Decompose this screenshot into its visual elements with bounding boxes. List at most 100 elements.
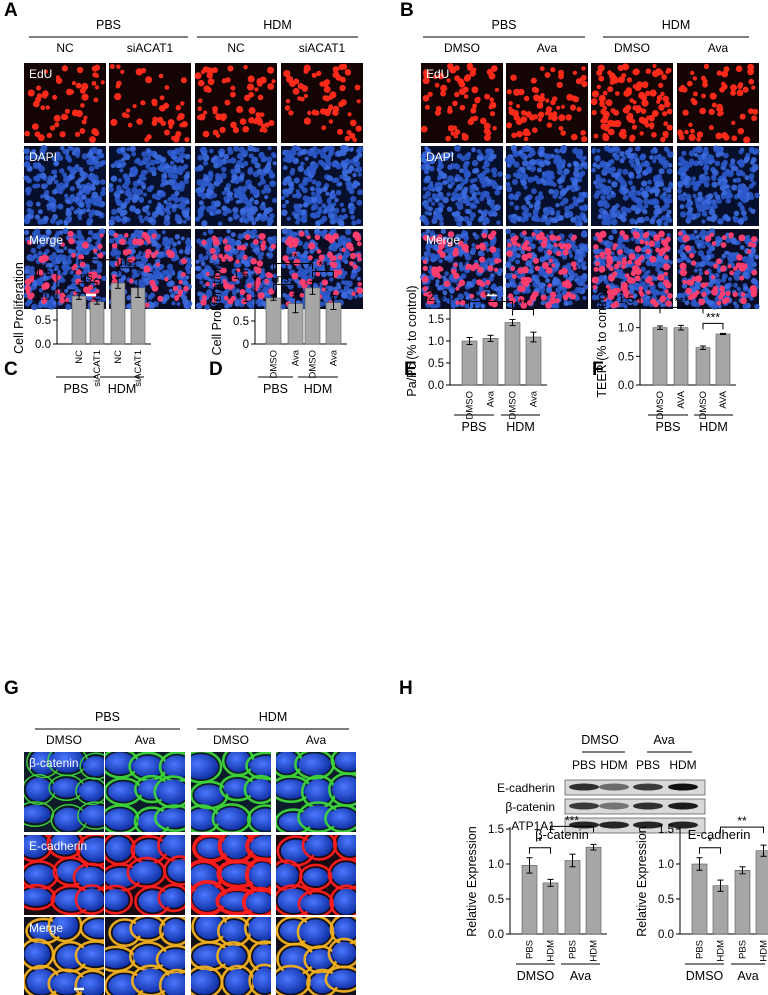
nucleus-dot xyxy=(58,182,65,189)
nucleus-dot xyxy=(343,253,349,259)
edu-positive-dot xyxy=(522,129,529,137)
nucleus-dot xyxy=(94,155,100,161)
edu-positive-dot xyxy=(201,239,207,246)
nucleus-dot xyxy=(80,283,85,288)
nucleus-dot xyxy=(213,162,220,169)
nucleus-dot xyxy=(694,152,699,157)
nucleus-dot xyxy=(737,183,745,191)
edu-positive-dot xyxy=(129,278,134,284)
nucleus-dot xyxy=(350,274,356,280)
nucleus-dot xyxy=(252,171,260,178)
nucleus-dot xyxy=(239,191,244,196)
nucleus-dot xyxy=(309,165,316,173)
edu-positive-dot xyxy=(316,249,322,254)
edu-positive-dot xyxy=(617,249,624,255)
nucleus-dot xyxy=(129,145,136,152)
nucleus-dot xyxy=(582,295,587,301)
edu-positive-dot xyxy=(621,257,627,263)
nucleus-dot xyxy=(302,195,309,202)
nucleus-dot xyxy=(567,162,572,168)
nucleus-dot xyxy=(136,178,142,184)
nucleus-dot xyxy=(298,240,304,246)
edu-positive-dot xyxy=(570,261,577,267)
edu-positive-dot xyxy=(688,122,693,128)
panel-letter-d: D xyxy=(209,359,223,380)
nucleus-dot xyxy=(620,179,627,187)
edu-positive-dot xyxy=(602,90,608,96)
nucleus-dot xyxy=(43,215,49,222)
nucleus xyxy=(332,776,356,803)
nucleus-dot xyxy=(478,152,484,157)
edu-positive-dot xyxy=(521,110,527,116)
edu-positive-dot xyxy=(119,238,126,245)
nucleus-dot xyxy=(606,194,612,200)
nucleus-dot xyxy=(174,190,180,196)
nucleus-dot xyxy=(26,191,31,196)
edu-positive-dot xyxy=(655,236,661,241)
edu-positive-dot xyxy=(355,125,362,132)
nucleus-dot xyxy=(697,250,704,257)
edu-positive-dot xyxy=(632,265,640,273)
nucleus-dot xyxy=(573,161,580,168)
nucleus-dot xyxy=(646,295,651,300)
nucleus-dot xyxy=(75,150,81,156)
edu-positive-dot xyxy=(733,266,738,271)
nucleus-dot xyxy=(236,153,244,160)
nucleus-dot xyxy=(432,218,437,223)
nucleus-dot xyxy=(581,265,587,271)
edu-positive-dot xyxy=(450,131,456,136)
edu-positive-dot xyxy=(41,296,48,303)
nucleus-dot xyxy=(492,211,498,217)
edu-positive-dot xyxy=(658,230,665,238)
nucleus-dot xyxy=(356,276,361,281)
nucleus-dot xyxy=(357,189,364,196)
nucleus-dot xyxy=(88,244,94,250)
nucleus xyxy=(107,781,139,802)
edu-positive-dot xyxy=(481,232,488,239)
nucleus-dot xyxy=(217,221,223,226)
nucleus-dot xyxy=(576,279,583,286)
nucleus-dot xyxy=(528,203,534,209)
nucleus-dot xyxy=(484,148,492,155)
nucleus-dot xyxy=(136,188,144,196)
nucleus-dot xyxy=(209,148,214,154)
nucleus-dot xyxy=(570,187,576,193)
edu-positive-dot xyxy=(632,84,637,89)
nucleus-dot xyxy=(644,216,650,222)
edu-positive-dot xyxy=(308,255,313,261)
nucleus-dot xyxy=(91,183,96,188)
nucleus-dot xyxy=(439,221,445,226)
nucleus-dot xyxy=(312,146,318,152)
nucleus-dot xyxy=(165,206,171,212)
nucleus-dot xyxy=(55,151,61,157)
edu-positive-dot xyxy=(684,129,689,135)
nucleus-dot xyxy=(489,239,496,246)
edu-positive-dot xyxy=(42,93,48,99)
nucleus-dot xyxy=(209,195,213,200)
edu-positive-dot xyxy=(207,78,215,86)
edu-positive-dot xyxy=(248,107,256,115)
column-label: NC xyxy=(56,41,74,55)
nucleus-dot xyxy=(665,213,670,218)
nucleus-dot xyxy=(272,197,278,203)
nucleus-dot xyxy=(290,168,296,173)
nucleus-dot xyxy=(147,199,152,204)
nucleus-dot xyxy=(74,286,80,292)
edu-positive-dot xyxy=(244,234,251,241)
edu-positive-dot xyxy=(143,265,151,273)
nucleus-dot xyxy=(92,174,99,181)
nucleus-dot xyxy=(159,191,166,198)
nucleus-dot xyxy=(438,195,445,201)
edu-positive-dot xyxy=(337,128,343,135)
edu-positive-dot xyxy=(682,109,689,116)
edu-positive-dot xyxy=(35,96,41,103)
edu-positive-dot xyxy=(222,238,228,244)
nucleus xyxy=(163,755,185,779)
nucleus-dot xyxy=(61,264,67,271)
edu-positive-dot xyxy=(711,241,717,246)
edu-positive-dot xyxy=(420,125,428,133)
nucleus-dot xyxy=(62,172,68,178)
edu-positive-dot xyxy=(511,109,519,117)
edu-positive-dot xyxy=(314,234,321,240)
nucleus-dot xyxy=(703,164,710,170)
